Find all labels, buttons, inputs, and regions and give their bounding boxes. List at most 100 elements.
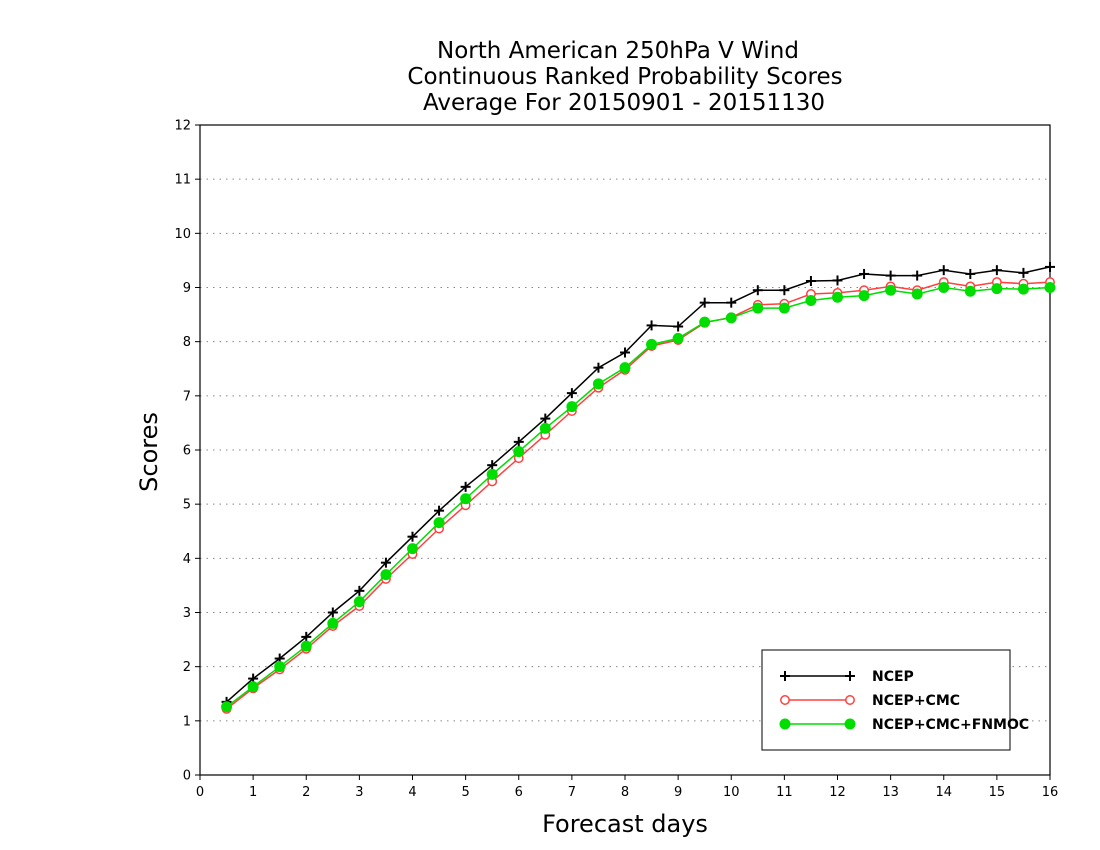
data-point-ncep [460,481,471,492]
data-point-ncep-cmc-fnmoc [672,332,684,344]
data-point-ncep-cmc-fnmoc [221,701,233,713]
legend-marker [845,695,855,705]
x-tick-label: 12 [829,785,846,800]
x-tick-label: 3 [355,785,363,800]
y-tick-label: 5 [183,498,191,513]
data-point-ncep-cmc-fnmoc [486,468,498,480]
data-point-ncep-cmc-fnmoc [778,302,790,314]
data-point-ncep-cmc-fnmoc [964,285,976,297]
data-point-ncep-cmc-fnmoc [858,290,870,302]
legend-label: NCEP+CMC+FNMOC [872,717,1029,733]
x-tick-label: 2 [302,785,310,800]
x-tick-label: 9 [674,785,682,800]
y-tick-label: 8 [183,335,191,350]
series-line-ncep-cmc-fnmoc [226,286,1051,708]
x-tick-label: 1 [249,785,257,800]
data-point-ncep-cmc-fnmoc [592,378,604,390]
chart-title-line-2: Continuous Ranked Probability Scores [407,64,842,90]
x-tick-label: 7 [568,785,576,800]
data-point-ncep-cmc-fnmoc [832,291,843,303]
data-point-ncep-cmc-fnmoc [539,422,551,434]
plot-frame [199,124,1051,776]
data-point-ncep-cmc-fnmoc [1017,283,1029,295]
data-point-ncep [965,268,976,279]
legend: NCEP NCEP+CMC NCEP+CMC+FNMOC [761,649,1029,751]
data-point-ncep [380,557,391,568]
data-point-ncep [646,320,657,331]
data-point-ncep-cmc-fnmoc [380,569,392,581]
data-point-ncep [832,275,843,286]
data-point-ncep-cmc-fnmoc [938,282,950,293]
data-point-ncep-cmc-fnmoc [300,640,312,652]
data-point-ncep-cmc-fnmoc [752,302,764,314]
data-point-ncep [327,607,338,618]
data-point-ncep-cmc-fnmoc [513,446,525,458]
x-tick-label: 10 [723,785,740,800]
legend-marker [845,671,855,681]
legend-item-ncep: NCEP [780,669,914,685]
data-point-ncep-cmc-fnmoc [327,617,339,629]
legend-marker [780,695,790,705]
data-point-ncep [673,321,684,332]
data-point-ncep-cmc-fnmoc [699,316,711,328]
data-point-ncep [593,362,604,373]
x-tick-label: 11 [776,785,793,800]
x-tick-label: 6 [515,785,523,800]
x-tick-label: 14 [935,785,952,800]
x-tick-label: 4 [408,785,416,800]
data-point-ncep-cmc-fnmoc [460,493,472,505]
y-tick-label: 1 [183,714,191,729]
data-point-ncep-cmc-fnmoc [725,312,737,324]
data-point-ncep [354,585,365,596]
legend-marker [844,718,856,730]
chart-title-line-1: North American 250hPa V Wind [437,38,799,64]
legend-label: NCEP+CMC [872,693,960,709]
y-tick-label: 7 [183,389,191,404]
data-point-ncep [938,265,949,276]
x-tick-label: 8 [621,785,629,800]
data-point-ncep [1045,261,1055,272]
y-tick-label: 0 [183,769,191,784]
chart-title: North American 250hPa V Wind Continuous … [407,38,842,116]
x-tick-label: 13 [882,785,899,800]
y-tick-label: 10 [174,227,191,242]
data-point-ncep [566,388,577,399]
series-ncep-cmc-fnmoc [221,282,1056,713]
data-point-ncep-cmc-fnmoc [1044,282,1056,293]
y-tick-label: 4 [183,552,191,567]
data-point-ncep [726,297,737,308]
y-tick-label: 12 [174,119,191,134]
data-point-ncep [434,505,445,516]
data-point-ncep-cmc-fnmoc [805,295,817,306]
data-point-ncep-cmc-fnmoc [353,596,365,608]
legend-marker [780,671,790,681]
data-point-ncep [912,270,923,281]
x-tick-label: 5 [461,785,469,800]
data-point-ncep [513,436,524,447]
grid [200,178,1050,722]
data-point-ncep-cmc-fnmoc [274,661,286,673]
data-point-ncep-cmc-fnmoc [911,288,923,300]
data-point-ncep [1018,267,1029,278]
y-tick-label: 2 [183,660,191,675]
data-point-ncep-cmc-fnmoc [433,517,445,529]
data-point-ncep [752,285,763,296]
data-point-ncep-cmc-fnmoc [991,283,1003,295]
y-tick-label: 11 [174,173,191,188]
data-point-ncep-cmc-fnmoc [566,401,578,413]
x-axis-ticks: 0 1 2 3 4 5 6 7 8 9 10 11 12 13 14 15 16 [196,775,1058,800]
data-point-ncep [699,297,710,308]
y-axis-label: Scores [135,412,163,492]
legend-marker [779,718,791,730]
data-point-ncep [407,531,418,542]
data-point-ncep [885,270,896,281]
data-point-ncep [620,347,630,358]
chart-title-line-3: Average For 20150901 - 20151130 [423,90,825,116]
data-point-ncep [805,276,816,286]
y-tick-label: 6 [183,444,191,459]
data-point-ncep-cmc-fnmoc [619,362,631,374]
data-point-ncep [487,460,498,471]
legend-item-ncep-cmc-fnmoc: NCEP+CMC+FNMOC [779,717,1029,733]
